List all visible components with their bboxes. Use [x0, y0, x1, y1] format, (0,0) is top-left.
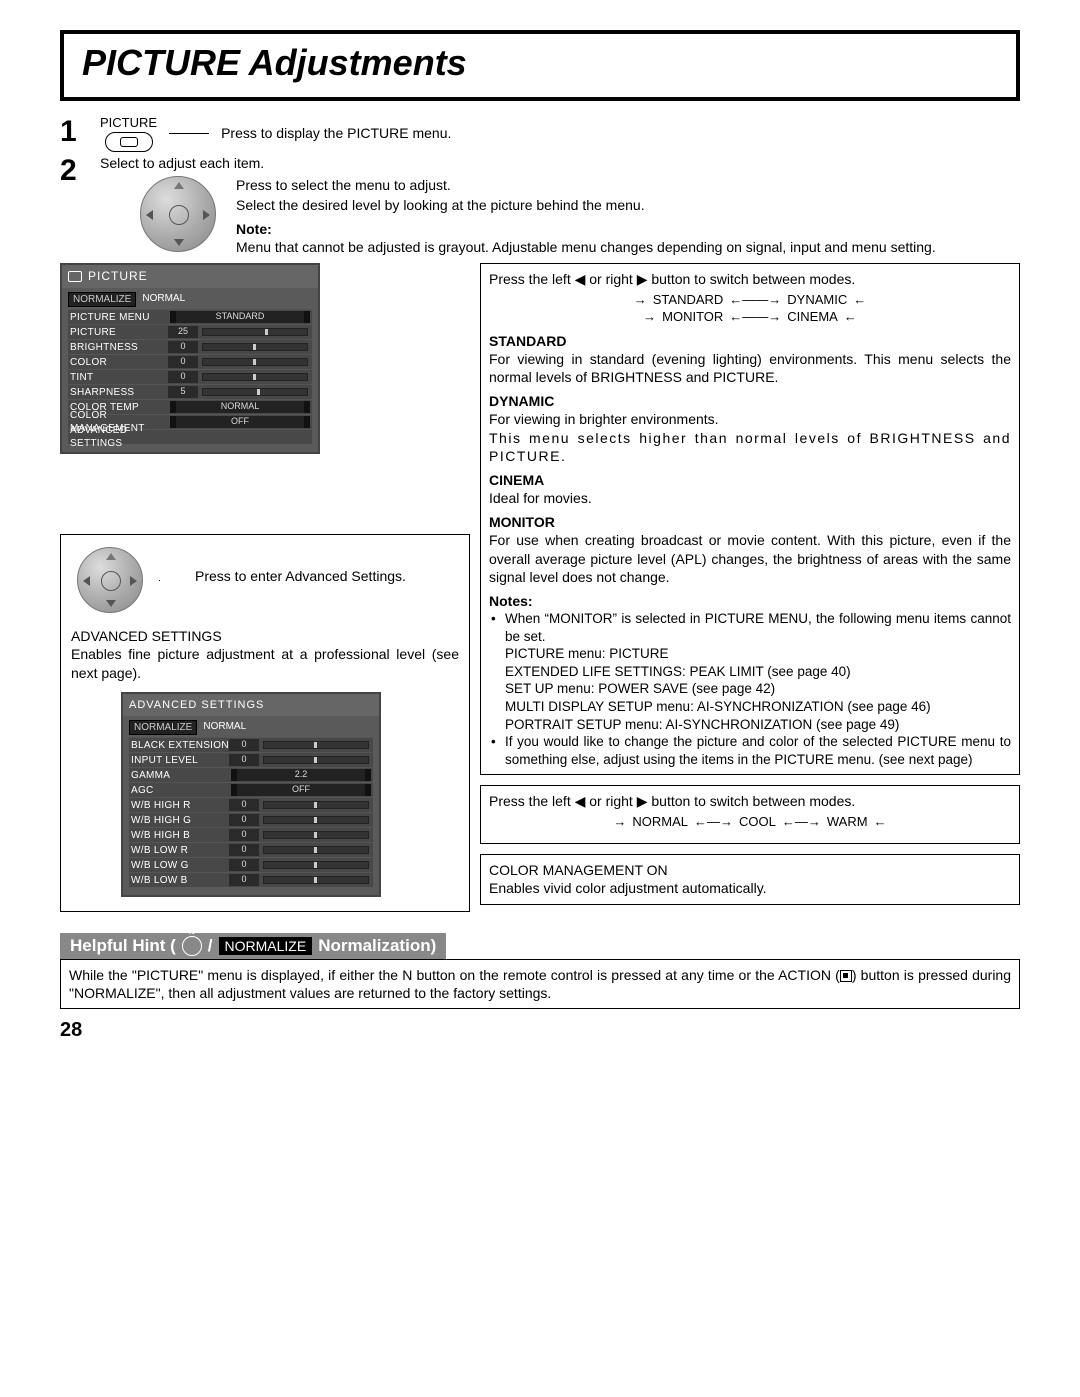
osd-row: ADVANCED SETTINGS [68, 429, 312, 444]
note-item: If you would like to change the picture … [503, 733, 1011, 768]
notes-list: When “MONITOR” is selected in PICTURE ME… [489, 610, 1011, 768]
title-box: PICTURE Adjustments [60, 30, 1020, 101]
standard-text: For viewing in standard (evening lightin… [489, 351, 1011, 385]
cm-line1: COLOR MANAGEMENT ON [489, 861, 1011, 879]
mode-dynamic: DYNAMIC [787, 292, 847, 309]
osd-normalize: NORMALIZE [68, 292, 136, 307]
hint-slash: / [208, 935, 213, 957]
osd-picture-title: PICTURE [88, 269, 148, 285]
note-item: When “MONITOR” is selected in PICTURE ME… [503, 610, 1011, 733]
osd-row: PICTURE25 [68, 324, 312, 339]
cm-line2: Enables vivid color adjustment automatic… [489, 879, 1011, 897]
adv-press-text: Press to enter Advanced Settings. [195, 567, 406, 585]
page: PICTURE Adjustments 1 PICTURE Press to d… [0, 0, 1080, 1063]
step-number-2: 2 [60, 154, 100, 187]
dynamic-text2: This menu selects higher than normal lev… [489, 430, 1011, 464]
step2-intro: Select to adjust each item. [100, 154, 1020, 172]
dynamic-heading: DYNAMIC [489, 393, 554, 409]
hint-box: While the "PICTURE" menu is displayed, i… [60, 959, 1020, 1009]
hint-label-b: Normalization) [318, 935, 436, 957]
advanced-osd-menu: ADVANCED SETTINGS NORMALIZE NORMAL BLACK… [121, 692, 381, 897]
step1-text: Press to display the PICTURE menu. [221, 124, 451, 142]
osd-row: INPUT LEVEL0 [129, 752, 373, 767]
picture-osd-menu: PICTURE NORMALIZE NORMAL PICTURE MENUSTA… [60, 263, 320, 455]
modes-box: Press the left ◀ or right ▶ button to sw… [480, 263, 1020, 776]
color-management-box: COLOR MANAGEMENT ON Enables vivid color … [480, 854, 1020, 904]
n-button-icon [182, 936, 202, 956]
nav-pad-icon [140, 176, 216, 252]
picture-remote-button-icon [105, 132, 153, 152]
temp-normal: NORMAL [632, 814, 688, 831]
hint-bar: Helpful Hint ( / NORMALIZE Normalization… [60, 933, 446, 959]
monitor-icon [68, 271, 82, 282]
osd-row: W/B LOW R0 [129, 842, 373, 857]
mode-standard: STANDARD [653, 292, 724, 309]
osd-row: W/B HIGH G0 [129, 812, 373, 827]
osd-row: BLACK EXTENSION0 [129, 737, 373, 752]
mode-monitor: MONITOR [662, 309, 723, 326]
osd-row: SHARPNESS5 [68, 384, 312, 399]
osd-adv-title: ADVANCED SETTINGS [129, 698, 264, 712]
modes-intro: Press the left ◀ or right ▶ button to sw… [489, 270, 1011, 288]
osd-adv-normal: NORMAL [203, 720, 246, 735]
cinema-text: Ideal for movies. [489, 490, 592, 506]
mode-cinema: CINEMA [787, 309, 838, 326]
osd-row: W/B HIGH R0 [129, 797, 373, 812]
normalize-pill: NORMALIZE [219, 937, 313, 955]
page-number: 28 [60, 1017, 1020, 1043]
page-title: PICTURE Adjustments [82, 40, 998, 87]
color-temp-box: Press the left ◀ or right ▶ button to sw… [480, 785, 1020, 844]
adv-heading: ADVANCED SETTINGS [71, 627, 459, 645]
hint-label-a: Helpful Hint ( [70, 935, 176, 957]
osd-row: PICTURE MENUSTANDARD [68, 309, 312, 324]
temp-intro: Press the left ◀ or right ▶ button to sw… [489, 792, 1011, 810]
step-1: 1 PICTURE Press to display the PICTURE m… [60, 115, 1020, 152]
osd-row: W/B HIGH B0 [129, 827, 373, 842]
monitor-text: For use when creating broadcast or movie… [489, 532, 1011, 584]
osd-row: COLOR0 [68, 354, 312, 369]
osd-adv-normalize: NORMALIZE [129, 720, 197, 735]
step2-line1: Press to select the menu to adjust. [236, 176, 1020, 194]
temp-warm: WARM [827, 814, 868, 831]
picture-button-label: PICTURE [100, 115, 157, 132]
step2-note: Menu that cannot be adjusted is grayout.… [236, 238, 1020, 256]
nav-pad-small-icon [77, 547, 143, 613]
osd-normal: NORMAL [142, 292, 185, 307]
action-button-icon [840, 970, 852, 982]
note-label: Note: [236, 221, 272, 237]
notes-heading: Notes: [489, 593, 533, 609]
adv-desc: Enables fine picture adjustment at a pro… [71, 645, 459, 681]
osd-row: W/B LOW G0 [129, 857, 373, 872]
osd-row: GAMMA2.2 [129, 767, 373, 782]
osd-row: BRIGHTNESS0 [68, 339, 312, 354]
step-number-1: 1 [60, 115, 100, 148]
osd-row: W/B LOW B0 [129, 872, 373, 887]
hint-text: While the "PICTURE" menu is displayed, i… [69, 967, 1011, 1001]
monitor-heading: MONITOR [489, 514, 555, 530]
osd-row: TINT0 [68, 369, 312, 384]
cinema-heading: CINEMA [489, 472, 544, 488]
temp-cool: COOL [739, 814, 776, 831]
step-2: 2 Select to adjust each item. Press to s… [60, 154, 1020, 257]
osd-row: AGCOFF [129, 782, 373, 797]
standard-heading: STANDARD [489, 333, 567, 349]
step2-line2: Select the desired level by looking at t… [236, 196, 1020, 214]
dynamic-text1: For viewing in brighter environments. [489, 411, 719, 427]
